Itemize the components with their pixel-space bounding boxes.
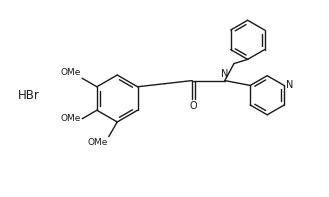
Text: OMe: OMe [88,138,108,147]
Text: O: O [190,101,197,111]
Text: OMe: OMe [61,68,81,77]
Text: N: N [221,69,229,79]
Text: HBr: HBr [18,89,40,102]
Text: N: N [286,80,293,90]
Text: OMe: OMe [61,114,81,123]
